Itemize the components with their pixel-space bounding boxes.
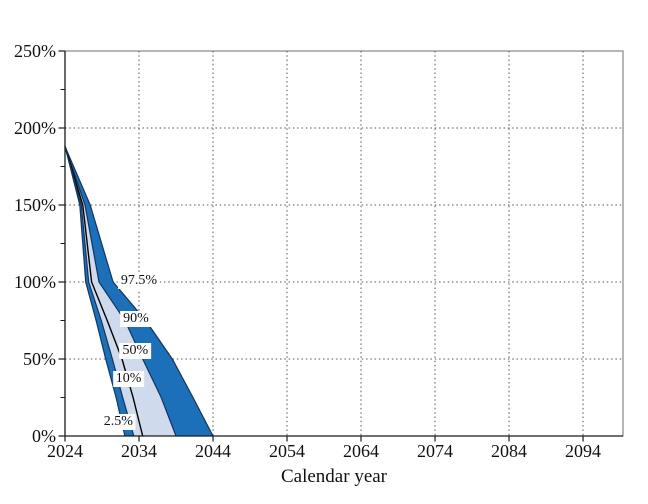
y-tick-label: 0% bbox=[32, 426, 56, 446]
x-tick-label: 2034 bbox=[121, 441, 157, 461]
percentile-line-10 bbox=[64, 146, 135, 437]
x-tick-label: 2094 bbox=[565, 441, 601, 461]
y-tick-label: 50% bbox=[23, 349, 56, 369]
x-tick-label: 2084 bbox=[491, 441, 527, 461]
x-tick-label: 2074 bbox=[417, 441, 453, 461]
y-tick-label: 100% bbox=[14, 272, 56, 292]
y-tick-label: 200% bbox=[14, 118, 56, 138]
x-tick-label: 2054 bbox=[269, 441, 305, 461]
gridlines bbox=[65, 51, 623, 436]
percentile-line-50 bbox=[64, 146, 144, 437]
x-tick-label: 2044 bbox=[195, 441, 231, 461]
x-tick-label: 2064 bbox=[343, 441, 379, 461]
y-tick-label: 250% bbox=[14, 41, 56, 61]
percentile-line-2.5 bbox=[64, 146, 126, 437]
x-tick-label: 2024 bbox=[47, 441, 83, 461]
axis-tick-labels: 0% 50% 100% 150% 200% 250% 2024 2034 2044 2054 206… bbox=[14, 41, 601, 461]
axis-ticks bbox=[58, 50, 584, 442]
y-tick-label: 150% bbox=[14, 195, 56, 215]
x-axis-title: Calendar year bbox=[280, 466, 388, 487]
